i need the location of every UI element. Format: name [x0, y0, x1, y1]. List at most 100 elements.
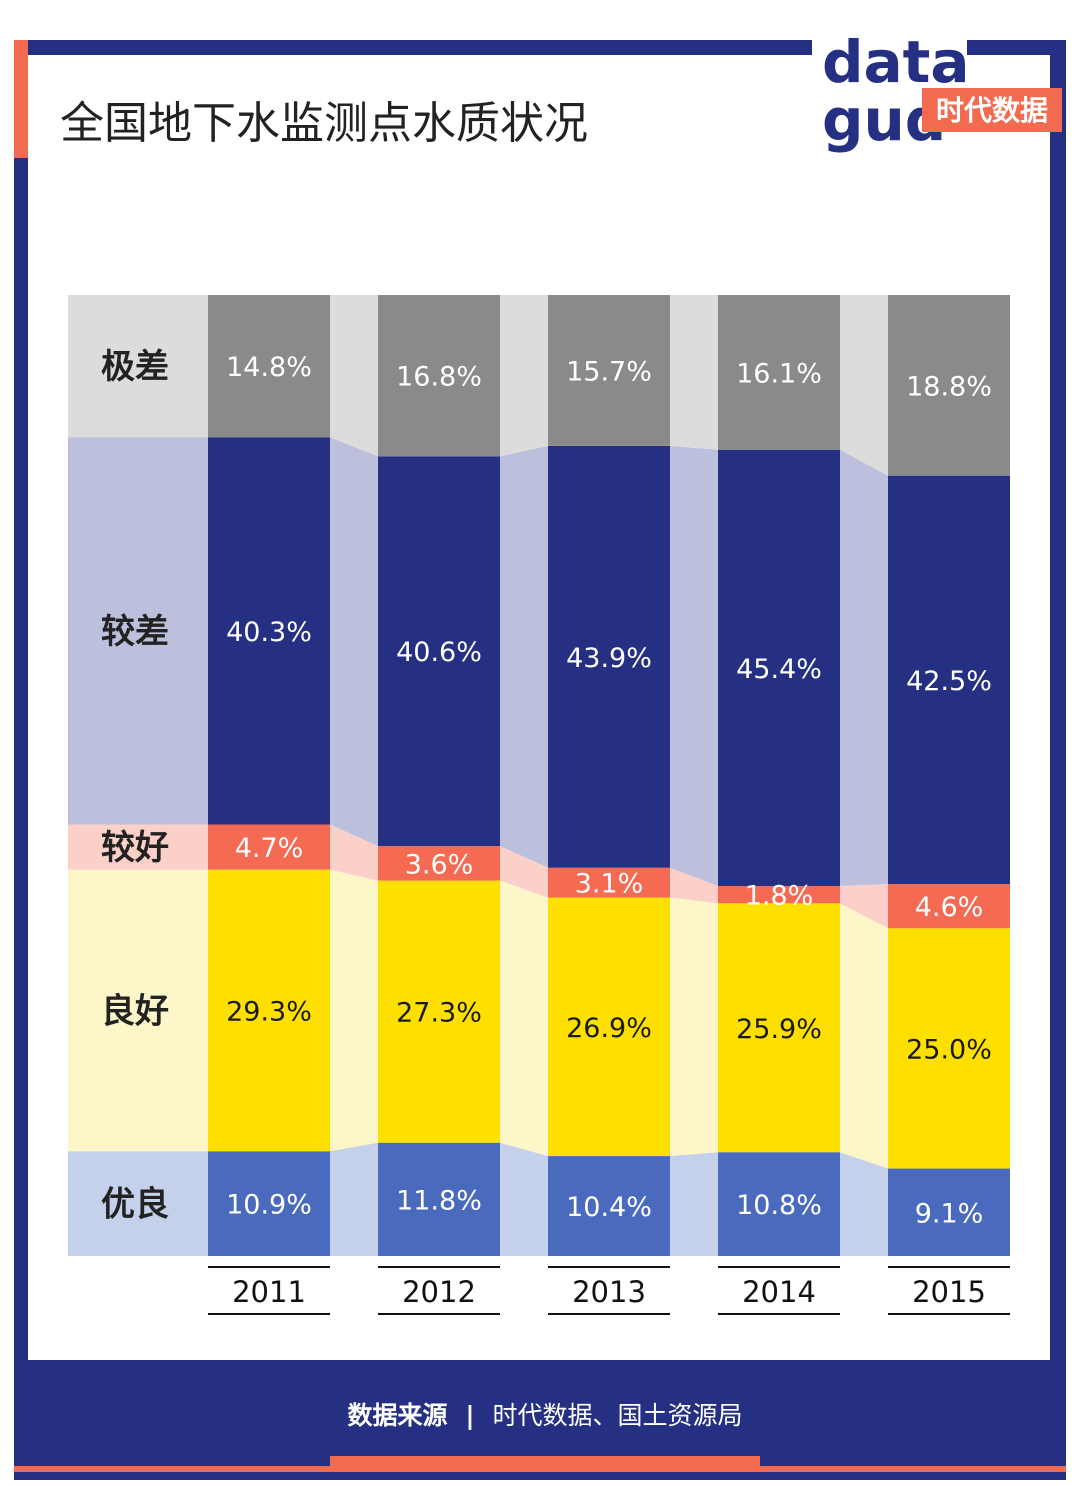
band-legend-3: [68, 437, 208, 825]
band-connector-4-0: [330, 295, 378, 457]
value-label: 25.9%: [736, 1014, 822, 1045]
value-label: 16.8%: [396, 362, 482, 393]
value-label: 27.3%: [396, 998, 482, 1029]
bar-segment: [378, 295, 500, 457]
value-label: 25.0%: [906, 1034, 992, 1065]
bar-segment: [378, 1142, 500, 1256]
bar-segment: [718, 449, 840, 887]
footer-label: 数据来源: [347, 1401, 447, 1430]
bar-segment: [378, 456, 500, 847]
band-connector-3-1: [500, 445, 548, 868]
band-connector-4-1: [500, 295, 548, 457]
bar-segment: [208, 295, 330, 438]
logo-tag: 时代数据: [936, 94, 1048, 127]
series-label: 极差: [101, 347, 169, 387]
value-label: 26.9%: [566, 1013, 652, 1044]
bar-segment: [548, 295, 670, 446]
band-connector-0-3: [840, 1152, 888, 1256]
value-label: 15.7%: [566, 356, 652, 387]
bar-segment: [378, 880, 500, 1143]
band-connector-2-3: [840, 884, 888, 929]
footer-separator: |: [465, 1401, 474, 1430]
value-label: 11.8%: [396, 1185, 482, 1216]
accent-bar-left: [14, 40, 28, 158]
band-connector-2-2: [670, 867, 718, 904]
bar-segment: [888, 1168, 1010, 1256]
band-legend-4: [68, 295, 208, 438]
bar-segment: [718, 295, 840, 450]
value-label: 29.3%: [226, 996, 312, 1027]
band-connector-0-0: [330, 1142, 378, 1256]
x-tick-label: 2014: [742, 1275, 816, 1309]
value-label: 1.8%: [745, 881, 814, 912]
stacked-bar-chart: 10.9% 11.8% 10.4% 10.8% 9.1% 29.3% 27.3% 26.9% 2…: [68, 295, 1010, 1315]
accent-bar-bottom: [330, 1456, 760, 1466]
band-connector-3-2: [670, 445, 718, 887]
bar-segment: [888, 884, 1010, 929]
band-legend-2: [68, 824, 208, 870]
band-connector-4-3: [840, 295, 888, 476]
band-connector-3-3: [840, 449, 888, 887]
bar-segment: [208, 824, 330, 870]
value-label: 40.6%: [396, 637, 482, 668]
footer-source-line: 数据来源 | 时代数据、国土资源局: [347, 1401, 742, 1430]
value-label: 45.4%: [736, 654, 822, 685]
bar-segment: [208, 437, 330, 825]
bar-segment: [208, 869, 330, 1152]
band-connector-1-0: [330, 869, 378, 1152]
x-tick-label: 2015: [912, 1275, 986, 1309]
band-connector-2-0: [330, 824, 378, 881]
bar-segment: [718, 1152, 840, 1256]
value-label: 10.9%: [226, 1190, 312, 1221]
band-connector-1-1: [500, 880, 548, 1157]
page-title: 全国地下水监测点水质状况: [60, 98, 588, 149]
bar-segment: [718, 886, 840, 904]
bar-segment: [548, 867, 670, 898]
band-connector-0-1: [500, 1142, 548, 1256]
bar-segment: [718, 903, 840, 1153]
x-tick-label: 2011: [232, 1275, 306, 1309]
value-label: 14.8%: [226, 352, 312, 383]
value-label: 42.5%: [906, 666, 992, 697]
band-connector-1-2: [670, 897, 718, 1157]
accent-line-bottom: [14, 1466, 1066, 1472]
band-legend-1: [68, 869, 208, 1152]
value-label: 43.9%: [566, 643, 652, 674]
value-label: 4.6%: [915, 892, 984, 923]
value-label: 16.1%: [736, 358, 822, 389]
bar-segment: [888, 928, 1010, 1169]
x-tick-label: 2013: [572, 1275, 646, 1309]
value-label: 10.4%: [566, 1192, 652, 1223]
footer-source: 时代数据、国土资源局: [493, 1401, 743, 1430]
chart-value-labels: 10.9% 11.8% 10.4% 10.8% 9.1% 29.3% 27.3% 26.9% 2…: [226, 352, 992, 1229]
chart-series-labels: 优良 良好 较好 较差 极差: [101, 347, 169, 1225]
series-label: 良好: [101, 991, 169, 1031]
logo-word-top: data: [822, 28, 970, 96]
bar-segment: [888, 295, 1010, 476]
bar-segment: [548, 897, 670, 1157]
bar-segment: [548, 445, 670, 868]
value-label: 18.8%: [906, 371, 992, 402]
value-label: 3.6%: [405, 849, 474, 880]
value-label: 40.3%: [226, 617, 312, 648]
value-label: 3.1%: [575, 869, 644, 900]
value-label: 10.8%: [736, 1190, 822, 1221]
brand-logo: data gud 时代数据: [812, 28, 1062, 160]
series-label: 较好: [101, 828, 169, 868]
chart-bars: [208, 295, 1010, 1256]
bar-segment: [548, 1156, 670, 1256]
chart-x-axis: 2011 2012 2013 2014 2015: [208, 1266, 1010, 1315]
value-label: 4.7%: [235, 833, 304, 864]
band-connector-2-1: [500, 846, 548, 898]
x-tick-label: 2012: [402, 1275, 476, 1309]
series-label: 较差: [101, 612, 169, 652]
bar-segment: [208, 1151, 330, 1256]
bar-segment: [378, 846, 500, 881]
value-label: 9.1%: [915, 1198, 984, 1229]
band-legend-0: [68, 1151, 208, 1256]
bar-segment: [888, 475, 1010, 885]
band-connector-1-3: [840, 903, 888, 1169]
band-connector-3-0: [330, 437, 378, 847]
band-connector-4-2: [670, 295, 718, 450]
